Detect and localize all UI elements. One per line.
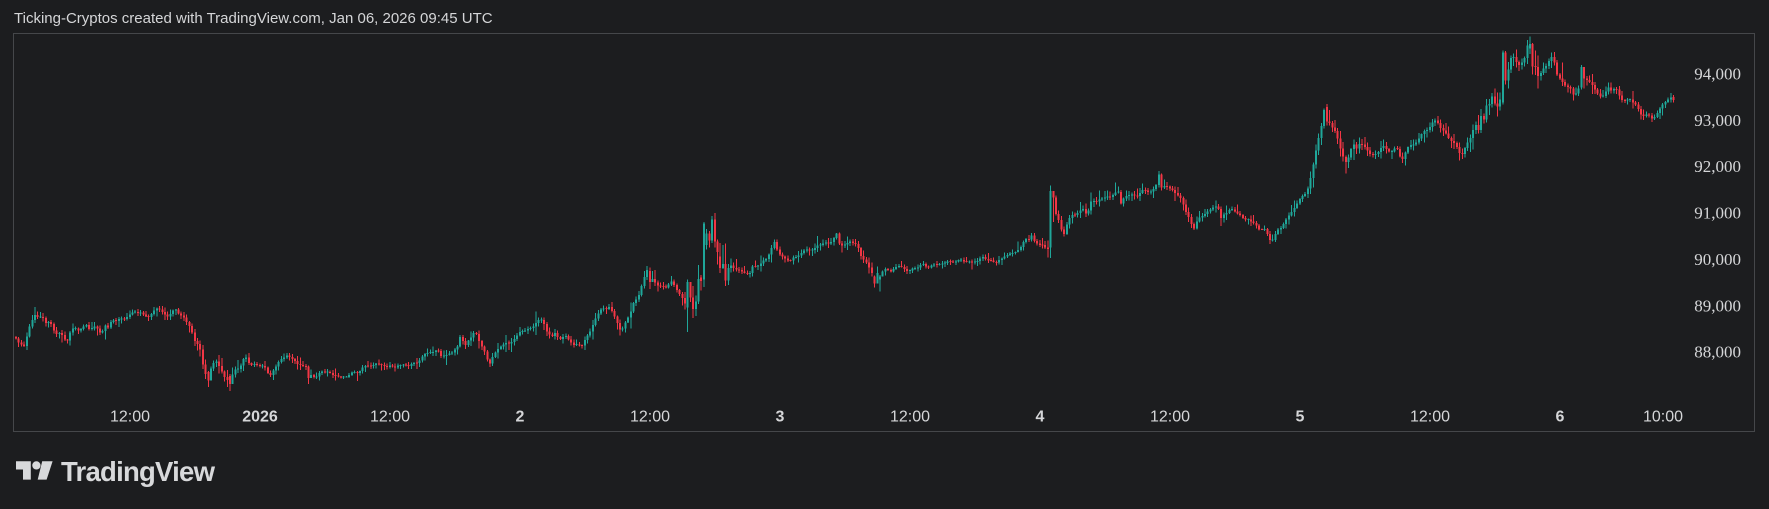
svg-text:88,000: 88,000 <box>1694 343 1741 362</box>
svg-text:91,000: 91,000 <box>1694 204 1741 223</box>
svg-text:2: 2 <box>516 409 525 426</box>
svg-text:TradingView: TradingView <box>61 456 216 487</box>
svg-text:89,000: 89,000 <box>1694 296 1741 315</box>
svg-text:12:00: 12:00 <box>370 409 410 426</box>
svg-text:3: 3 <box>776 409 785 426</box>
svg-text:12:00: 12:00 <box>630 409 670 426</box>
svg-text:12:00: 12:00 <box>1410 409 1450 426</box>
svg-text:93,000: 93,000 <box>1694 111 1741 130</box>
svg-text:90,000: 90,000 <box>1694 250 1741 269</box>
svg-text:94,000: 94,000 <box>1694 65 1741 84</box>
svg-text:6: 6 <box>1556 409 1565 426</box>
svg-text:92,000: 92,000 <box>1694 157 1741 176</box>
svg-text:12:00: 12:00 <box>1150 409 1190 426</box>
svg-text:5: 5 <box>1296 409 1305 426</box>
svg-text:4: 4 <box>1036 409 1045 426</box>
svg-text:12:00: 12:00 <box>890 409 930 426</box>
svg-text:2026: 2026 <box>242 409 278 426</box>
svg-text:10:00: 10:00 <box>1643 409 1683 426</box>
svg-text:12:00: 12:00 <box>110 409 150 426</box>
svg-text:Ticking-Cryptos created with T: Ticking-Cryptos created with TradingView… <box>14 10 493 27</box>
